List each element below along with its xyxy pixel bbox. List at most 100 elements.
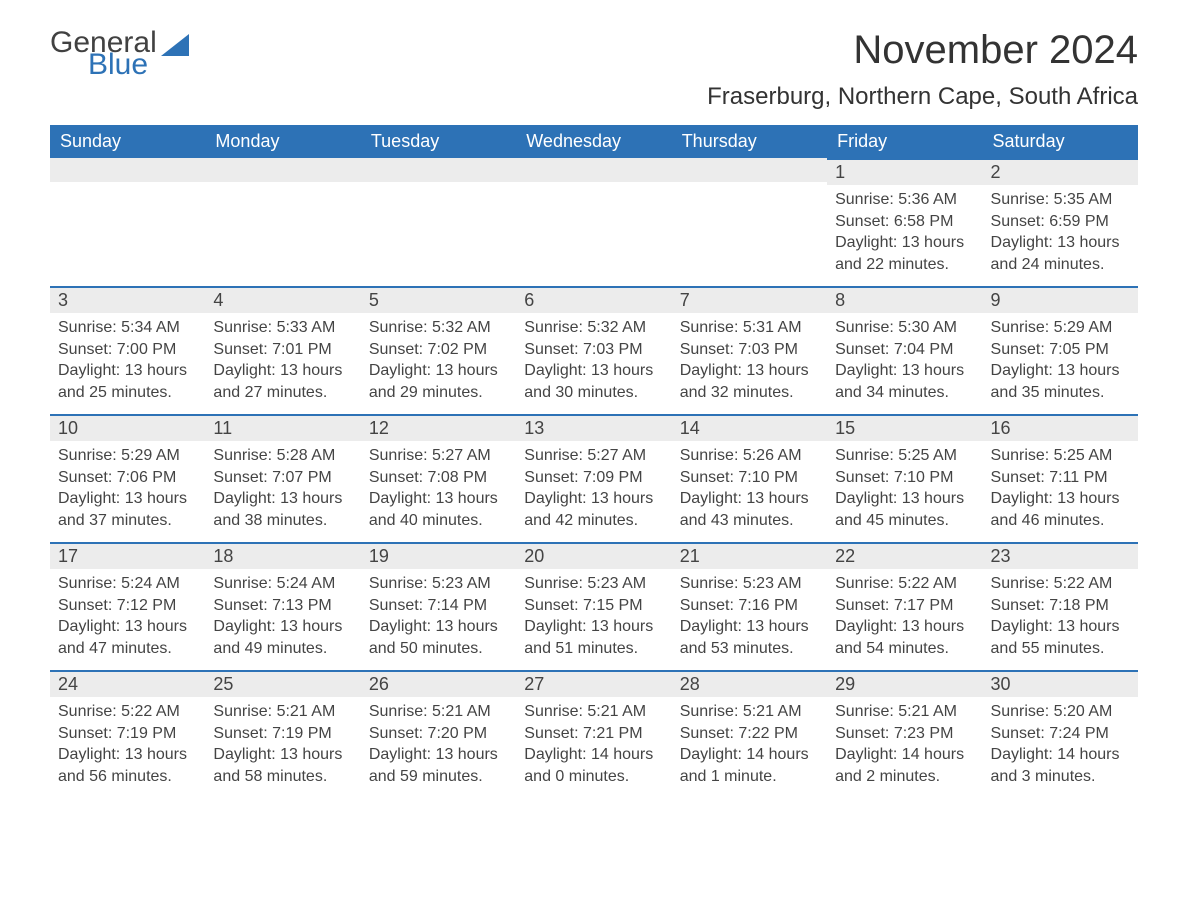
- sunrise-line: Sunrise: 5:21 AM: [835, 701, 974, 723]
- sunset-line: Sunset: 7:02 PM: [369, 339, 508, 361]
- day-details: Sunrise: 5:25 AMSunset: 7:11 PMDaylight:…: [983, 441, 1138, 537]
- day-details: Sunrise: 5:36 AMSunset: 6:58 PMDaylight:…: [827, 185, 982, 281]
- day-details: Sunrise: 5:22 AMSunset: 7:17 PMDaylight:…: [827, 569, 982, 665]
- daylight-line: Daylight: 13 hours and 59 minutes.: [369, 744, 508, 787]
- daylight-line: Daylight: 13 hours and 51 minutes.: [524, 616, 663, 659]
- day-number: 25: [205, 670, 360, 697]
- sunrise-line: Sunrise: 5:29 AM: [991, 317, 1130, 339]
- day-details: Sunrise: 5:26 AMSunset: 7:10 PMDaylight:…: [672, 441, 827, 537]
- day-number: 7: [672, 286, 827, 313]
- sunrise-line: Sunrise: 5:23 AM: [369, 573, 508, 595]
- location-subtitle: Fraserburg, Northern Cape, South Africa: [707, 83, 1138, 111]
- day-number: 19: [361, 542, 516, 569]
- day-number: 8: [827, 286, 982, 313]
- calendar-day-cell: 21Sunrise: 5:23 AMSunset: 7:16 PMDayligh…: [672, 542, 827, 670]
- calendar-empty-cell: [672, 158, 827, 286]
- sunrise-line: Sunrise: 5:22 AM: [991, 573, 1130, 595]
- empty-day-bar: [361, 158, 516, 182]
- sunset-line: Sunset: 7:19 PM: [213, 723, 352, 745]
- day-number: 14: [672, 414, 827, 441]
- weekday-header: Monday: [205, 125, 360, 158]
- day-details: Sunrise: 5:21 AMSunset: 7:20 PMDaylight:…: [361, 697, 516, 793]
- calendar-day-cell: 26Sunrise: 5:21 AMSunset: 7:20 PMDayligh…: [361, 670, 516, 798]
- day-number: 1: [827, 158, 982, 185]
- daylight-line: Daylight: 13 hours and 42 minutes.: [524, 488, 663, 531]
- daylight-line: Daylight: 13 hours and 37 minutes.: [58, 488, 197, 531]
- sunset-line: Sunset: 7:21 PM: [524, 723, 663, 745]
- sunrise-line: Sunrise: 5:32 AM: [524, 317, 663, 339]
- calendar-day-cell: 14Sunrise: 5:26 AMSunset: 7:10 PMDayligh…: [672, 414, 827, 542]
- daylight-line: Daylight: 13 hours and 30 minutes.: [524, 360, 663, 403]
- sunrise-line: Sunrise: 5:25 AM: [991, 445, 1130, 467]
- sunrise-line: Sunrise: 5:32 AM: [369, 317, 508, 339]
- calendar-empty-cell: [205, 158, 360, 286]
- calendar-day-cell: 9Sunrise: 5:29 AMSunset: 7:05 PMDaylight…: [983, 286, 1138, 414]
- day-number: 17: [50, 542, 205, 569]
- sunrise-line: Sunrise: 5:35 AM: [991, 189, 1130, 211]
- sunset-line: Sunset: 7:14 PM: [369, 595, 508, 617]
- weekday-header: Wednesday: [516, 125, 671, 158]
- sunset-line: Sunset: 7:13 PM: [213, 595, 352, 617]
- sunset-line: Sunset: 7:19 PM: [58, 723, 197, 745]
- day-number: 26: [361, 670, 516, 697]
- daylight-line: Daylight: 13 hours and 43 minutes.: [680, 488, 819, 531]
- day-details: Sunrise: 5:21 AMSunset: 7:22 PMDaylight:…: [672, 697, 827, 793]
- day-number: 9: [983, 286, 1138, 313]
- day-number: 13: [516, 414, 671, 441]
- day-number: 24: [50, 670, 205, 697]
- calendar-day-cell: 19Sunrise: 5:23 AMSunset: 7:14 PMDayligh…: [361, 542, 516, 670]
- calendar-day-cell: 11Sunrise: 5:28 AMSunset: 7:07 PMDayligh…: [205, 414, 360, 542]
- day-details: Sunrise: 5:23 AMSunset: 7:15 PMDaylight:…: [516, 569, 671, 665]
- sunrise-line: Sunrise: 5:22 AM: [835, 573, 974, 595]
- sunrise-line: Sunrise: 5:23 AM: [524, 573, 663, 595]
- page-title: November 2024: [707, 28, 1138, 73]
- day-number: 11: [205, 414, 360, 441]
- day-number: 20: [516, 542, 671, 569]
- calendar-day-cell: 24Sunrise: 5:22 AMSunset: 7:19 PMDayligh…: [50, 670, 205, 798]
- day-details: Sunrise: 5:23 AMSunset: 7:16 PMDaylight:…: [672, 569, 827, 665]
- day-number: 22: [827, 542, 982, 569]
- calendar-day-cell: 29Sunrise: 5:21 AMSunset: 7:23 PMDayligh…: [827, 670, 982, 798]
- empty-day-bar: [205, 158, 360, 182]
- sunrise-line: Sunrise: 5:22 AM: [58, 701, 197, 723]
- daylight-line: Daylight: 13 hours and 53 minutes.: [680, 616, 819, 659]
- day-number: 29: [827, 670, 982, 697]
- daylight-line: Daylight: 13 hours and 24 minutes.: [991, 232, 1130, 275]
- daylight-line: Daylight: 14 hours and 3 minutes.: [991, 744, 1130, 787]
- sunset-line: Sunset: 7:01 PM: [213, 339, 352, 361]
- daylight-line: Daylight: 13 hours and 47 minutes.: [58, 616, 197, 659]
- day-number: 16: [983, 414, 1138, 441]
- weekday-header: Saturday: [983, 125, 1138, 158]
- calendar-week-row: 24Sunrise: 5:22 AMSunset: 7:19 PMDayligh…: [50, 670, 1138, 798]
- day-details: Sunrise: 5:23 AMSunset: 7:14 PMDaylight:…: [361, 569, 516, 665]
- day-details: Sunrise: 5:21 AMSunset: 7:21 PMDaylight:…: [516, 697, 671, 793]
- calendar-day-cell: 23Sunrise: 5:22 AMSunset: 7:18 PMDayligh…: [983, 542, 1138, 670]
- logo-sail-icon: [161, 34, 189, 56]
- calendar-day-cell: 3Sunrise: 5:34 AMSunset: 7:00 PMDaylight…: [50, 286, 205, 414]
- sunrise-line: Sunrise: 5:23 AM: [680, 573, 819, 595]
- daylight-line: Daylight: 13 hours and 49 minutes.: [213, 616, 352, 659]
- day-details: Sunrise: 5:27 AMSunset: 7:09 PMDaylight:…: [516, 441, 671, 537]
- day-details: Sunrise: 5:25 AMSunset: 7:10 PMDaylight:…: [827, 441, 982, 537]
- daylight-line: Daylight: 13 hours and 45 minutes.: [835, 488, 974, 531]
- daylight-line: Daylight: 13 hours and 50 minutes.: [369, 616, 508, 659]
- calendar-week-row: 3Sunrise: 5:34 AMSunset: 7:00 PMDaylight…: [50, 286, 1138, 414]
- daylight-line: Daylight: 13 hours and 32 minutes.: [680, 360, 819, 403]
- weekday-header: Thursday: [672, 125, 827, 158]
- sunrise-line: Sunrise: 5:21 AM: [213, 701, 352, 723]
- daylight-line: Daylight: 14 hours and 1 minute.: [680, 744, 819, 787]
- day-details: Sunrise: 5:30 AMSunset: 7:04 PMDaylight:…: [827, 313, 982, 409]
- sunrise-line: Sunrise: 5:27 AM: [369, 445, 508, 467]
- sunrise-line: Sunrise: 5:34 AM: [58, 317, 197, 339]
- calendar-day-cell: 6Sunrise: 5:32 AMSunset: 7:03 PMDaylight…: [516, 286, 671, 414]
- sunset-line: Sunset: 7:07 PM: [213, 467, 352, 489]
- day-number: 2: [983, 158, 1138, 185]
- day-details: Sunrise: 5:34 AMSunset: 7:00 PMDaylight:…: [50, 313, 205, 409]
- sunset-line: Sunset: 7:15 PM: [524, 595, 663, 617]
- calendar-day-cell: 4Sunrise: 5:33 AMSunset: 7:01 PMDaylight…: [205, 286, 360, 414]
- day-details: Sunrise: 5:33 AMSunset: 7:01 PMDaylight:…: [205, 313, 360, 409]
- day-details: Sunrise: 5:22 AMSunset: 7:18 PMDaylight:…: [983, 569, 1138, 665]
- sunset-line: Sunset: 7:16 PM: [680, 595, 819, 617]
- sunrise-line: Sunrise: 5:21 AM: [369, 701, 508, 723]
- daylight-line: Daylight: 13 hours and 58 minutes.: [213, 744, 352, 787]
